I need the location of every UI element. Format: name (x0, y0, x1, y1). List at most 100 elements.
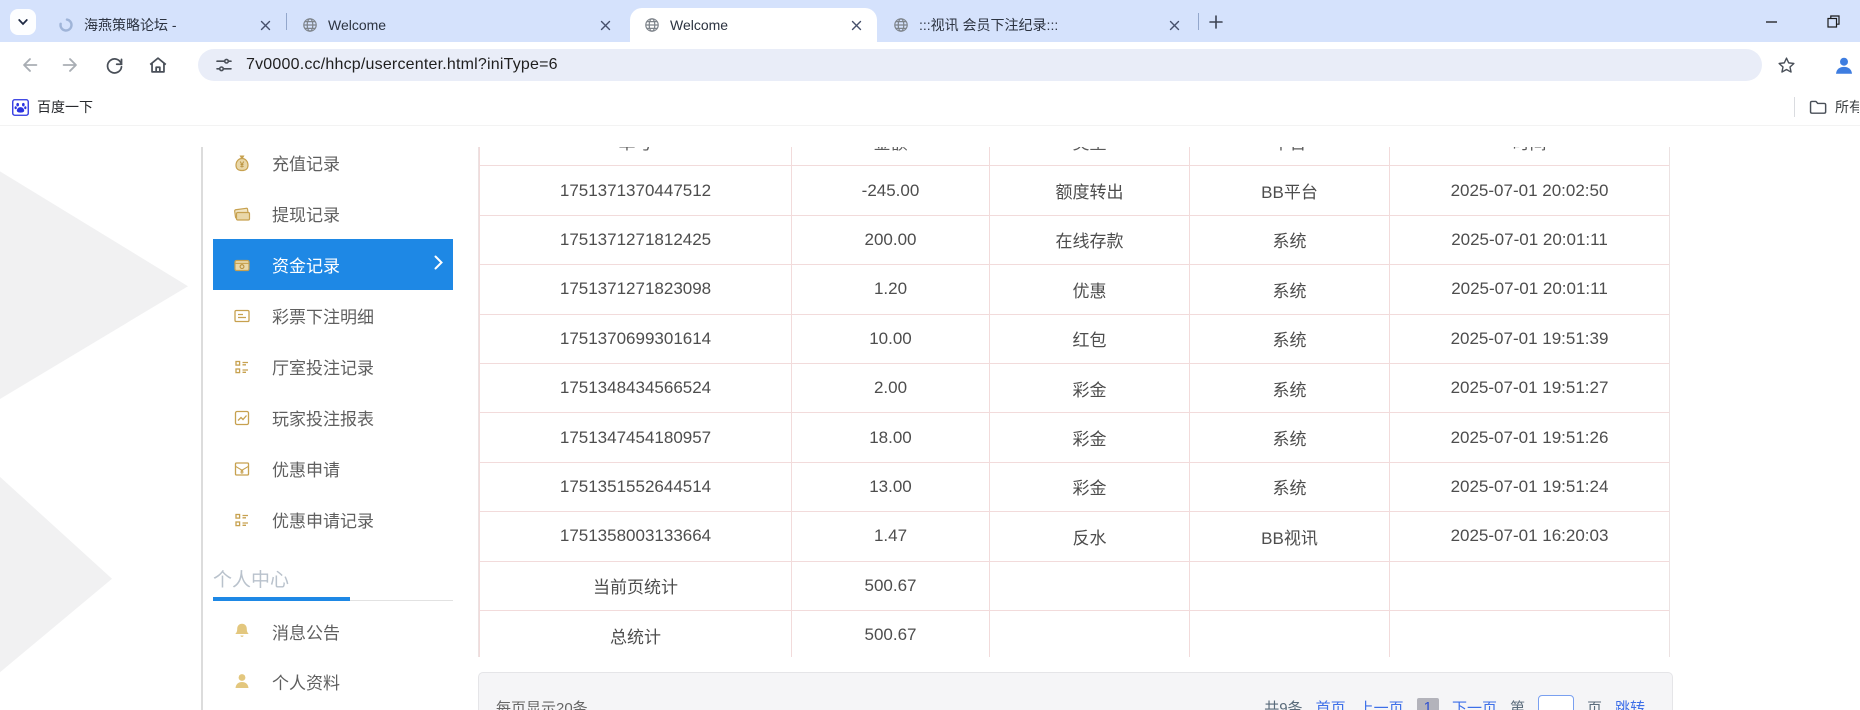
sidebar-menu: ¥ 充值记录 提现记录 资金记录 (213, 137, 453, 545)
sidebar-item[interactable]: 资金记录 (213, 239, 453, 290)
folder-icon (1809, 100, 1827, 114)
page-content: ¥ 充值记录 提现记录 资金记录 (0, 126, 1860, 710)
cards-icon (232, 204, 252, 224)
sidebar-section: 个人中心 (213, 556, 453, 601)
cell-order-id: 1751371271812425 (479, 214, 792, 266)
records-table: 单号 金额 类型 平台 时间 1751371370447512 -245.00 … (479, 147, 1669, 657)
back-icon (23, 58, 38, 72)
restore-icon (1826, 14, 1840, 28)
cell-platform: 系统 (1189, 362, 1390, 414)
summary-label: 当前页统计 (479, 560, 792, 611)
all-bookmarks-button[interactable]: 所有 (1808, 94, 1859, 120)
plus-icon (1209, 15, 1223, 29)
cell-order-id: 1751351552644514 (479, 461, 792, 513)
back-button[interactable] (18, 53, 42, 77)
cell-time: 2025-07-01 20:01:11 (1389, 264, 1669, 315)
sidebar-item[interactable]: ¥ 优惠申请 (213, 443, 453, 494)
sidebar-item[interactable]: 个人资料 (213, 656, 453, 706)
tab-close-icon[interactable] (258, 18, 272, 32)
cell-type: 彩金 (989, 362, 1190, 414)
browser-tab[interactable]: :::视讯 会员下注纪录::: (879, 8, 1195, 42)
sidebar-item[interactable]: 提现记录 (213, 188, 453, 239)
tab-close-icon[interactable] (849, 18, 863, 32)
sidebar-item[interactable]: 优惠申请记录 (213, 494, 453, 545)
table-row: 1751371271812425 200.00 在线存款 系统 2025-07-… (479, 214, 1669, 266)
svg-text:¥: ¥ (240, 469, 244, 476)
tab-search-button[interactable] (10, 9, 36, 35)
tab-divider (1198, 13, 1199, 30)
url-text[interactable]: 7v0000.cc/hhcp/usercenter.html?iniType=6 (246, 56, 558, 73)
cell-time: 2025-07-01 19:51:24 (1389, 461, 1669, 513)
total-count-label: 共9条 (1264, 699, 1303, 710)
first-page-link[interactable]: 首页 (1315, 699, 1346, 710)
jump-button[interactable]: 跳转 (1614, 699, 1645, 710)
tab-divider (286, 13, 287, 30)
reload-icon (106, 57, 122, 74)
browser-tab[interactable]: Welcome (288, 8, 626, 42)
browser-tab[interactable]: Welcome (630, 8, 877, 42)
home-button[interactable] (146, 53, 170, 77)
bookmark-star-button[interactable] (1774, 53, 1798, 77)
cell-type: 反水 (989, 511, 1190, 562)
sidebar-item-label: 优惠申请记录 (272, 512, 374, 531)
cell-type: 额度转出 (989, 165, 1190, 216)
spinner-icon (58, 17, 74, 33)
forward-button[interactable] (58, 53, 82, 77)
cell-amount: 2.00 (791, 362, 990, 414)
profile-icon (1836, 57, 1852, 74)
tab-close-icon[interactable] (1167, 18, 1181, 32)
next-page-link[interactable]: 下一页 (1451, 699, 1497, 710)
sidebar-item[interactable]: ¥ 充值记录 (213, 137, 453, 188)
bookmark-label: 百度一下 (37, 99, 93, 115)
cell-type: 优惠 (989, 264, 1190, 315)
cell-platform: BB视讯 (1189, 511, 1390, 562)
cell-amount: 10.00 (791, 313, 990, 364)
reload-button[interactable] (102, 53, 126, 77)
cell-type: 红包 (989, 313, 1190, 364)
sidebar-item[interactable]: 玩家投注报表 (213, 392, 453, 443)
sidebar-item[interactable]: 彩票下注明细 (213, 290, 453, 341)
chevron-right-icon (434, 255, 443, 270)
sidebar-item-label: 充值记录 (272, 155, 340, 174)
cell-type: 彩金 (989, 412, 1190, 463)
cell-platform: 系统 (1189, 461, 1390, 513)
cell-order-id: 1751371271823098 (479, 264, 792, 315)
table-row: 1751370699301614 10.00 红包 系统 2025-07-01 … (479, 313, 1669, 364)
bookmark-baidu[interactable]: 百度一下 (12, 94, 93, 120)
home-icon (149, 57, 167, 73)
browser-nav-bar: 7v0000.cc/hhcp/usercenter.html?iniType=6 (0, 42, 1860, 88)
current-page-badge[interactable]: 1 (1416, 697, 1439, 710)
minimize-icon (1765, 20, 1777, 23)
svg-text:¥: ¥ (240, 160, 245, 169)
prev-page-link[interactable]: 上一页 (1358, 699, 1404, 710)
address-bar[interactable]: 7v0000.cc/hhcp/usercenter.html?iniType=6 (198, 49, 1762, 81)
sidebar-item-label: 优惠申请 (272, 461, 340, 480)
all-bookmarks-label: 所有 (1835, 99, 1859, 115)
globe-icon (893, 17, 909, 33)
cell-order-id: 1751370699301614 (479, 313, 792, 364)
table-row: 1751371271823098 1.20 优惠 系统 2025-07-01 2… (479, 264, 1669, 315)
sidebar-item[interactable]: 厅室投注记录 (213, 341, 453, 392)
page-jump-input[interactable] (1537, 695, 1574, 710)
summary-label: 总统计 (479, 609, 792, 657)
tab-close-icon[interactable] (598, 18, 612, 32)
cell-platform: BB平台 (1189, 165, 1390, 216)
globe-icon (644, 17, 660, 33)
browser-tab[interactable]: 海燕策略论坛 - (44, 8, 286, 42)
sidebar-item[interactable]: 消息公告 (213, 606, 453, 656)
site-info-icon[interactable] (214, 55, 234, 75)
new-tab-button[interactable] (1205, 11, 1227, 33)
forward-icon (62, 58, 77, 72)
table-row: 1751358003133664 1.47 反水 BB视讯 2025-07-01… (479, 511, 1669, 562)
window-restore-button[interactable] (1814, 6, 1852, 36)
window-minimize-button[interactable] (1752, 6, 1790, 36)
cell-type: 在线存款 (989, 214, 1190, 266)
decorative-triangle (0, 458, 112, 689)
profile-avatar[interactable] (1832, 53, 1856, 77)
sidebar-scrollbar[interactable] (201, 147, 203, 710)
tab-title: Welcome (670, 17, 729, 33)
pager: 共9条 首页 上一页 1 下一页 第 页 跳转 (1264, 695, 1645, 710)
cell-time: 2025-07-01 20:02:50 (1389, 165, 1669, 216)
sidebar-section-header: 个人中心 (213, 569, 290, 591)
list-icon (232, 357, 252, 377)
